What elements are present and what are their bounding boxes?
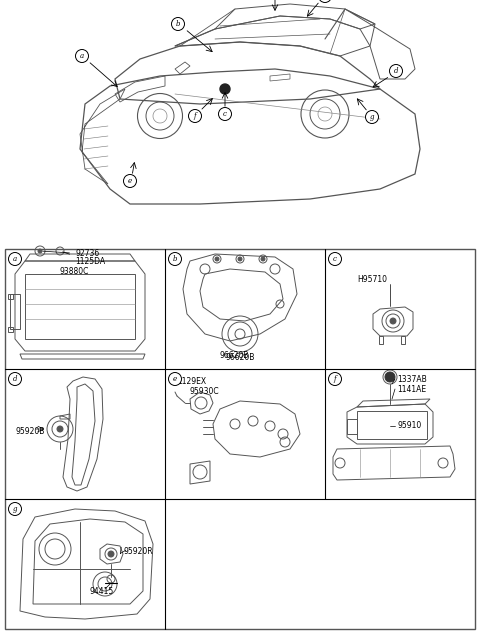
Text: g: g [13,505,17,513]
Circle shape [238,257,242,261]
Circle shape [108,551,114,557]
Text: 1125DA: 1125DA [62,252,105,266]
Circle shape [390,318,396,324]
Circle shape [168,252,181,266]
Circle shape [171,18,184,30]
Circle shape [9,373,22,385]
Text: d: d [394,67,398,75]
Text: 95920R: 95920R [123,547,153,555]
Text: b: b [176,20,180,28]
Text: a: a [80,52,84,60]
Circle shape [123,174,136,188]
Circle shape [215,257,219,261]
Text: e: e [128,177,132,185]
Text: b: b [173,255,177,263]
Text: 1129EX: 1129EX [177,377,206,385]
Text: 92736: 92736 [43,250,99,259]
Text: 96620B: 96620B [220,351,250,359]
Text: 93880C: 93880C [60,268,89,276]
Circle shape [365,110,379,124]
Circle shape [328,373,341,385]
Circle shape [38,249,42,253]
Text: 1337AB: 1337AB [397,375,427,384]
Text: e: e [173,375,177,383]
Text: f: f [194,112,196,120]
Text: 95920B: 95920B [15,427,44,436]
Circle shape [9,252,22,266]
Text: g: g [370,113,374,121]
Text: 95930C: 95930C [190,387,220,396]
Circle shape [218,108,231,120]
Text: c: c [333,255,337,263]
Circle shape [389,65,403,77]
Text: 1141AE: 1141AE [397,384,426,394]
Text: H95710: H95710 [357,275,387,283]
Circle shape [220,84,230,94]
Circle shape [319,0,332,3]
Text: d: d [13,375,17,383]
Text: 96620B: 96620B [225,353,255,361]
Circle shape [261,257,265,261]
Text: 94415: 94415 [90,586,114,595]
Circle shape [57,426,63,432]
Circle shape [328,252,341,266]
Text: c: c [223,110,227,118]
Circle shape [9,503,22,515]
Circle shape [385,372,395,382]
Circle shape [168,373,181,385]
Circle shape [189,110,202,122]
Circle shape [75,49,88,63]
Text: 95910: 95910 [397,422,421,430]
Text: a: a [13,255,17,263]
Text: f: f [334,375,336,383]
